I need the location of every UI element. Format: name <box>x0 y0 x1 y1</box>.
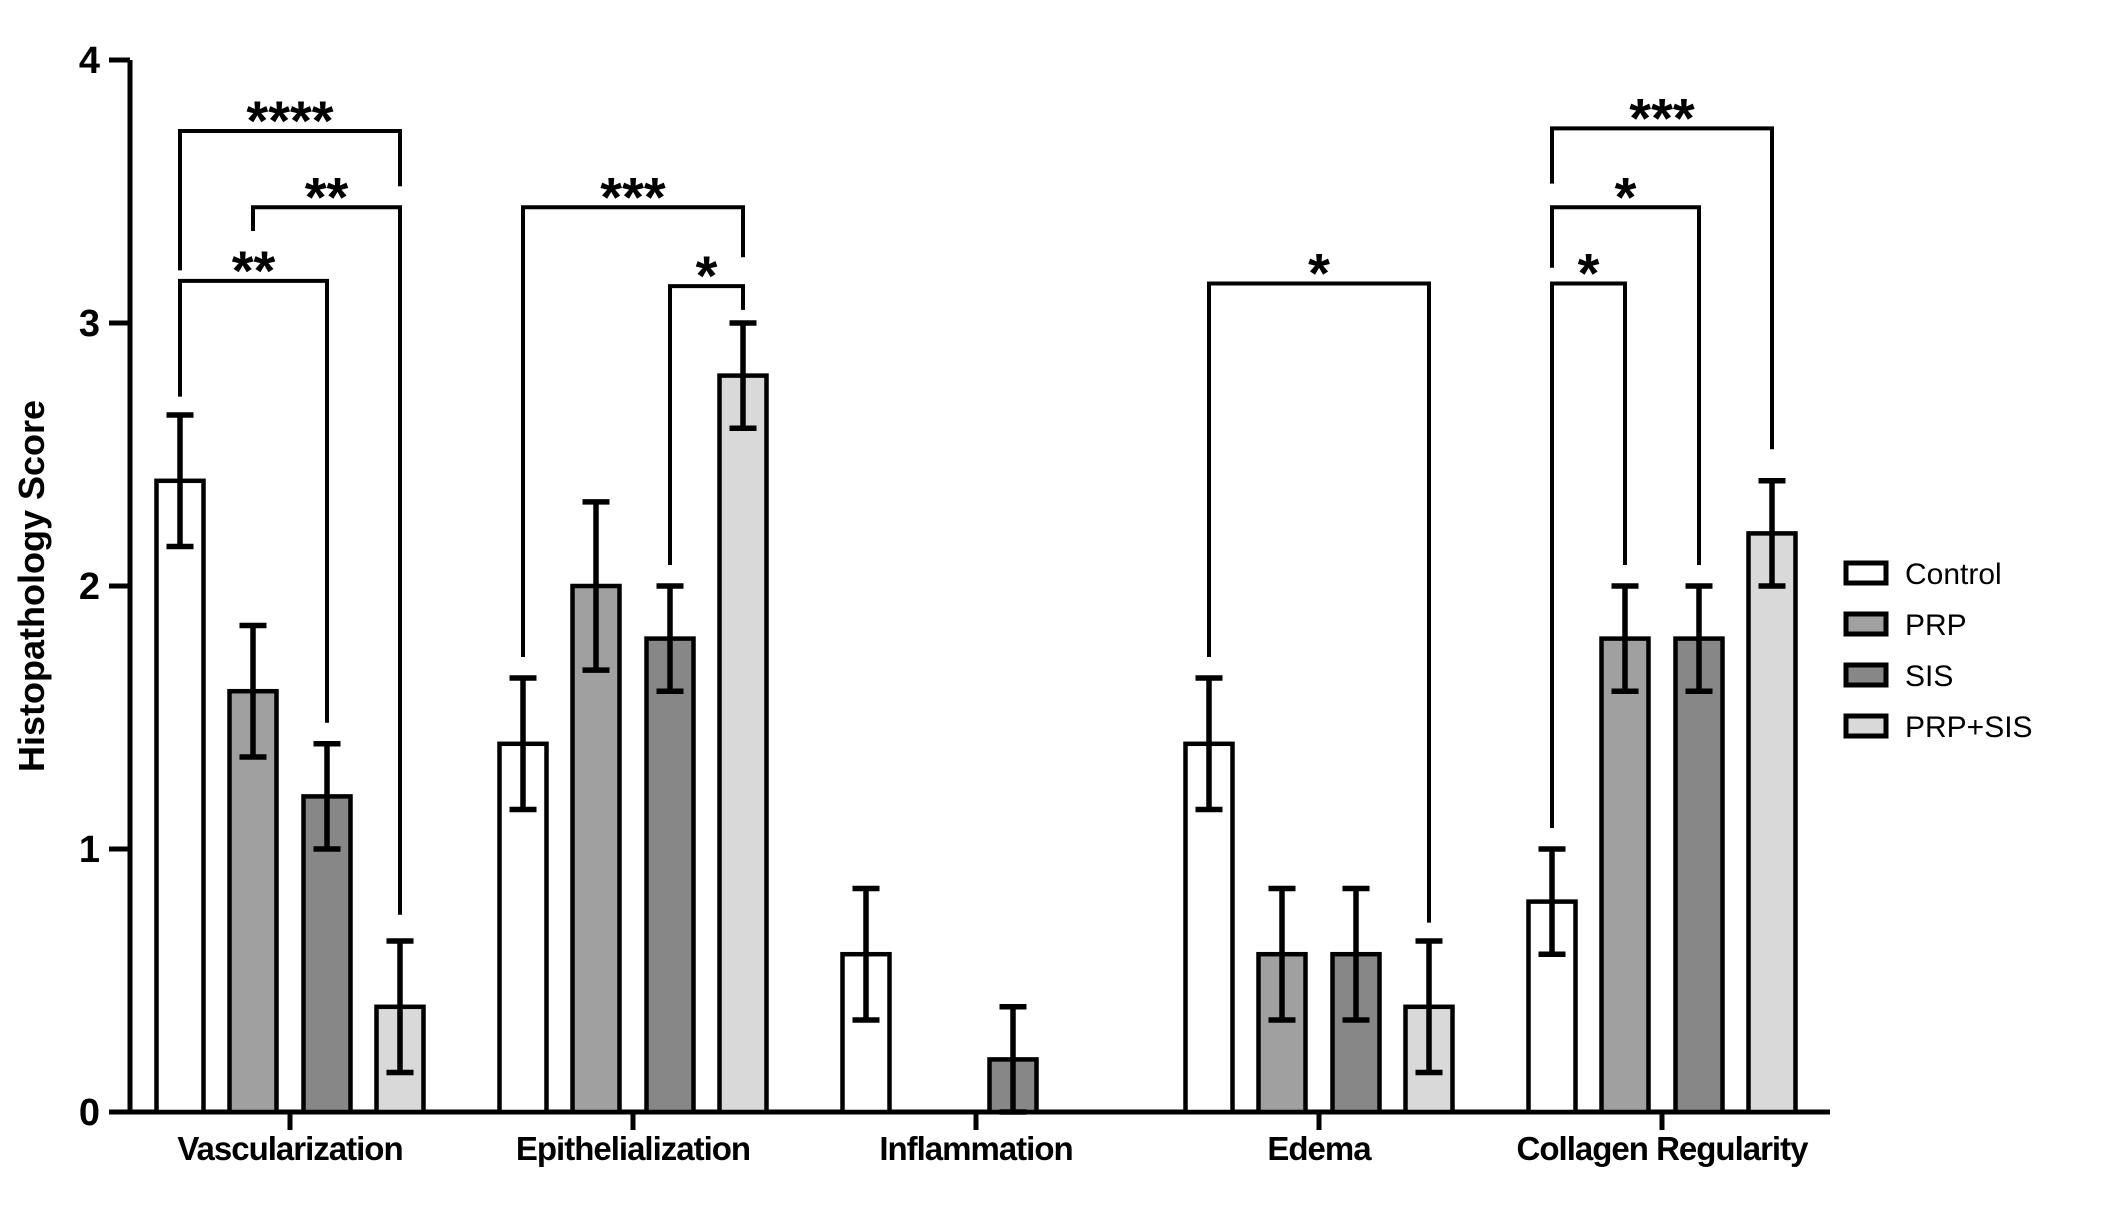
significance-bracket-edema-control-vs-prp-sis <box>1207 281 1431 923</box>
x-axis-label-edema: Edema <box>1267 1130 1372 1167</box>
bar-prp-epithelialization <box>570 583 622 1115</box>
significance-stars-collagen-regularity-control-vs-prp-sis: *** <box>1629 86 1695 149</box>
x-axis-label-collagen-regularity: Collagen Regularity <box>1517 1130 1810 1167</box>
significance-bracket-vascularization-control-vs-sis <box>178 278 329 723</box>
bar-prp-sis-collagen-regularity <box>1746 531 1798 1115</box>
bar-prp-sis-epithelialization <box>717 373 769 1115</box>
significance-bracket-collagen-regularity-control-vs-prp <box>1550 281 1627 828</box>
x-axis-label-epithelialization: Epithelialization <box>516 1130 750 1167</box>
y-tick-label-1: 1 <box>79 829 100 871</box>
bar-sis-collagen-regularity <box>1673 636 1725 1115</box>
bar-prp-collagen-regularity <box>1599 636 1651 1115</box>
y-tick-label-0: 0 <box>79 1092 100 1134</box>
significance-bracket-vascularization-control-vs-prp-sis <box>178 129 402 271</box>
significance-stars-collagen-regularity-control-vs-sis: * <box>1615 165 1637 228</box>
bar-prp-vascularization <box>227 688 279 1115</box>
legend-swatch-sis <box>1843 662 1889 688</box>
x-axis-label-inflammation: Inflammation <box>879 1130 1072 1167</box>
significance-stars-edema-control-vs-prp-sis: * <box>1308 242 1330 305</box>
significance-stars-collagen-regularity-control-vs-prp: * <box>1578 242 1600 305</box>
significance-stars-vascularization-prp-vs-prp-sis: ** <box>305 165 349 228</box>
legend-label-control: Control <box>1905 558 2002 591</box>
significance-stars-epithelialization-control-vs-prp-sis: *** <box>600 165 666 228</box>
significance-bracket-collagen-regularity-control-vs-prp-sis <box>1550 126 1774 450</box>
significance-stars-vascularization-control-vs-prp-sis: **** <box>246 89 333 152</box>
bar-control-vascularization <box>154 478 206 1115</box>
legend-label-sis: SIS <box>1905 660 1953 693</box>
significance-bracket-epithelialization-control-vs-prp-sis <box>521 205 745 658</box>
significance-stars-vascularization-control-vs-sis: ** <box>232 239 276 302</box>
x-axis-label-vascularization: Vascularization <box>177 1130 402 1167</box>
bar-sis-epithelialization <box>644 636 696 1115</box>
legend-swatch-prp-sis <box>1843 713 1889 739</box>
legend-swatch-control <box>1843 560 1889 586</box>
y-tick-label-4: 4 <box>79 40 100 82</box>
significance-stars-epithelialization-sis-vs-prp-sis: * <box>696 244 718 307</box>
legend-label-prp: PRP <box>1905 609 1967 642</box>
significance-bracket-epithelialization-sis-vs-prp-sis <box>668 284 745 565</box>
y-tick-label-3: 3 <box>79 303 100 345</box>
significance-bracket-vascularization-prp-vs-prp-sis <box>251 205 402 915</box>
significance-bracket-collagen-regularity-control-vs-sis <box>1550 205 1701 565</box>
y-axis-title: Histopathology Score <box>11 400 52 772</box>
legend-label-prp-sis: PRP+SIS <box>1905 711 2033 744</box>
legend-swatch-prp <box>1843 611 1889 637</box>
y-tick-label-2: 2 <box>79 566 100 608</box>
